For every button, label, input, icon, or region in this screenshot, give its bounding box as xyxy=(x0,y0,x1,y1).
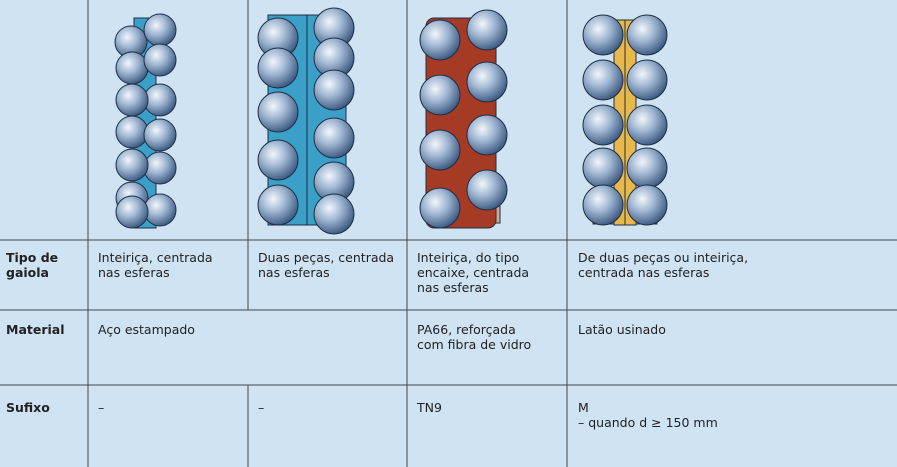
cell: Aço estampado xyxy=(98,322,195,337)
ball xyxy=(466,61,508,103)
ball xyxy=(582,59,624,101)
ball xyxy=(143,43,177,77)
ball xyxy=(115,51,149,85)
ball xyxy=(115,115,149,149)
ball xyxy=(313,69,355,111)
row-header: Tipo de gaiola xyxy=(6,250,58,280)
ball xyxy=(419,19,461,61)
cell: Inteiriça, do tipo encaixe, centrada nas e… xyxy=(417,250,529,295)
ball xyxy=(626,184,668,226)
ball xyxy=(582,104,624,146)
cell-text: nas esferas xyxy=(98,265,170,280)
cell-text: gaiola xyxy=(6,265,49,280)
cell-text: nas esferas xyxy=(258,265,330,280)
cell-text: TN9 xyxy=(417,400,442,415)
cell-text: – quando d ≥ 150 mm xyxy=(578,415,718,430)
ball xyxy=(257,139,299,181)
ball xyxy=(582,14,624,56)
cell-text: Tipo de xyxy=(6,250,59,265)
cell-text: centrada nas esferas xyxy=(578,265,710,280)
ball xyxy=(466,169,508,211)
ball xyxy=(626,59,668,101)
ball xyxy=(466,9,508,51)
ball xyxy=(419,74,461,116)
ball xyxy=(143,118,177,152)
cell-text: M xyxy=(578,400,589,415)
cage-illustration xyxy=(419,9,508,229)
ball xyxy=(626,14,668,56)
cell: Duas peças, centrada nas esferas xyxy=(258,250,394,280)
ball xyxy=(143,151,177,185)
ball xyxy=(419,129,461,171)
cell-text: Inteiriça, centrada xyxy=(98,250,213,265)
cell: De duas peças ou inteiriça, centrada nas … xyxy=(578,250,748,280)
cell-text: PA66, reforçada xyxy=(417,322,516,337)
cell-text: Inteiriça, do tipo xyxy=(417,250,520,265)
ball xyxy=(115,83,149,117)
cell-text: De duas peças ou inteiriça, xyxy=(578,250,749,265)
cell-text: Aço estampado xyxy=(98,322,195,337)
cell-text: Latão usinado xyxy=(578,322,666,337)
cell: TN9 xyxy=(417,400,442,415)
cell-text: – xyxy=(98,400,105,415)
cell-text: encaixe, centrada xyxy=(417,265,530,280)
cell: Latão usinado xyxy=(578,322,666,337)
cell-text: com fibra de vidro xyxy=(417,337,532,352)
cell: – xyxy=(258,400,264,415)
ball xyxy=(313,193,355,235)
ball xyxy=(582,184,624,226)
row-header: Material xyxy=(6,322,65,337)
cell-text: Sufixo xyxy=(6,400,50,415)
ball xyxy=(626,104,668,146)
ball xyxy=(115,148,149,182)
ball xyxy=(257,91,299,133)
ball xyxy=(143,83,177,117)
cell-text: Duas peças, centrada xyxy=(258,250,395,265)
cage-illustration xyxy=(582,14,668,226)
ball xyxy=(626,147,668,189)
ball xyxy=(419,187,461,229)
ball xyxy=(257,184,299,226)
cell: PA66, reforçada com fibra de vidro xyxy=(417,322,531,352)
ball xyxy=(143,13,177,47)
ball xyxy=(466,114,508,156)
cell-text: – xyxy=(258,400,265,415)
cage-illustration xyxy=(114,13,177,229)
cell: Inteiriça, centrada nas esferas xyxy=(98,250,213,280)
ball xyxy=(257,47,299,89)
cell: M – quando d ≥ 150 mm xyxy=(578,400,718,430)
ball xyxy=(143,193,177,227)
cell-text: nas esferas xyxy=(417,280,489,295)
row-header: Sufixo xyxy=(6,400,50,415)
cell: – xyxy=(98,400,104,415)
ball xyxy=(115,195,149,229)
cell-text: Material xyxy=(6,322,65,337)
ball xyxy=(313,117,355,159)
cage-illustration xyxy=(257,7,355,235)
ball xyxy=(582,147,624,189)
